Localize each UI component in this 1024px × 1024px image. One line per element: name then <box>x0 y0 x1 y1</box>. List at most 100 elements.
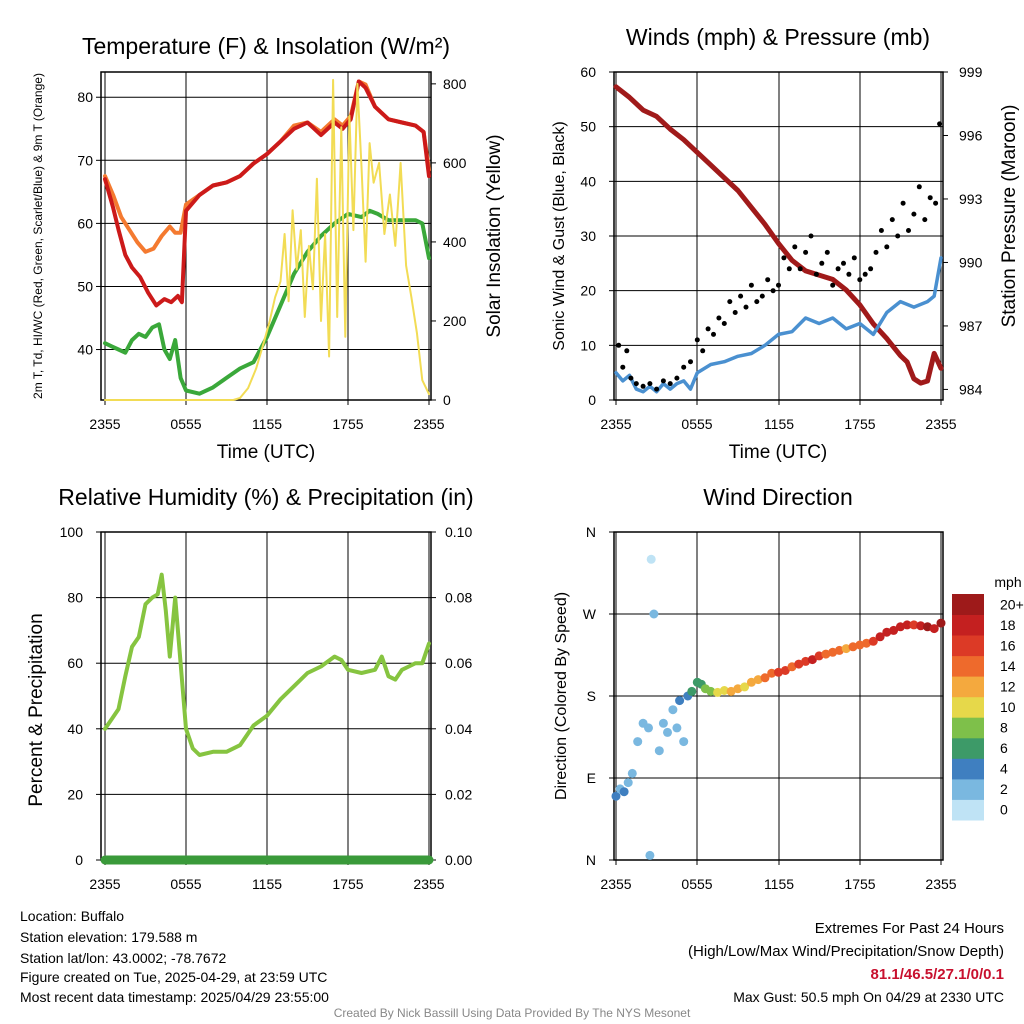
extremes-title: Extremes For Past 24 Hours <box>814 920 1004 937</box>
chart-title: Relative Humidity (%) & Precipitation (i… <box>58 484 473 510</box>
y-tick-label: N <box>586 524 596 540</box>
direction-point <box>623 778 633 788</box>
y2-tick-label: 0.00 <box>445 852 472 868</box>
colorbar-swatch <box>952 737 984 759</box>
y-tick-label: 100 <box>60 524 84 540</box>
y-tick-label: 30 <box>580 228 596 244</box>
direction-point <box>746 677 756 687</box>
gust-point <box>721 321 727 326</box>
gust-point <box>640 383 646 389</box>
y2-tick-label: 0 <box>443 392 451 408</box>
colorbar-label: 4 <box>1000 761 1008 777</box>
x-tick-label: 0555 <box>681 416 712 432</box>
elevation-text: Station elevation: 179.588 m <box>20 929 198 945</box>
gust-point <box>765 277 771 283</box>
series-line <box>103 208 431 396</box>
direction-point <box>801 656 811 666</box>
y2-tick-label: 0.02 <box>445 786 472 802</box>
gust-point <box>830 282 836 288</box>
y-axis-label: 2m T, Td, HI/WC (Red, Green, Scarlet/Blu… <box>31 73 45 399</box>
gust-point <box>694 337 700 343</box>
gust-point <box>754 299 760 305</box>
direction-point <box>807 655 817 665</box>
y-tick-label: 50 <box>580 119 596 135</box>
colorbar-label: 0 <box>1000 802 1008 818</box>
gust-point <box>700 348 706 354</box>
direction-point <box>679 737 689 747</box>
y-tick-label: 0 <box>588 392 596 408</box>
chart-title: Wind Direction <box>703 484 853 510</box>
gust-point <box>933 200 939 206</box>
gust-point <box>927 195 933 201</box>
series-line <box>614 256 943 394</box>
direction-point <box>875 632 885 642</box>
y2-tick-label: 200 <box>443 313 467 329</box>
y2-tick-label: 990 <box>959 254 983 270</box>
y-tick-label: 80 <box>77 89 93 105</box>
gust-point <box>681 364 687 370</box>
gust-point <box>654 386 660 392</box>
gust-point <box>835 266 841 272</box>
gust-point <box>711 331 716 337</box>
colorbar-label: 14 <box>1000 658 1016 674</box>
direction-point <box>668 705 678 715</box>
y2-axis-label: Solar Insolation (Yellow) <box>484 134 505 337</box>
gust-point <box>889 217 895 223</box>
x-tick-label: 2355 <box>600 416 631 432</box>
x-tick-label: 0555 <box>170 416 201 432</box>
y-tick-label: E <box>587 770 596 786</box>
direction-point <box>780 666 790 675</box>
gust-point <box>878 228 884 233</box>
y-tick-label: 60 <box>77 215 93 231</box>
direction-point <box>649 609 659 619</box>
direction-point <box>644 723 653 733</box>
x-axis-label: Time (UTC) <box>217 442 316 463</box>
y-tick-label: 0 <box>75 852 83 868</box>
gust-point <box>716 315 722 321</box>
gust-point <box>792 244 798 250</box>
gust-point <box>862 271 868 277</box>
y2-tick-label: 987 <box>959 318 983 334</box>
extremes-values: 81.1/46.5/27.1/0/0.1 <box>870 966 1004 983</box>
gust-point <box>937 121 943 127</box>
y-axis-label: Direction (Colored By Speed) <box>553 592 570 800</box>
y-tick-label: 40 <box>580 173 596 189</box>
direction-point <box>814 651 824 661</box>
gust-point <box>759 293 765 299</box>
y-tick-label: 40 <box>77 342 93 358</box>
y-tick-label: S <box>587 688 596 704</box>
colorbar-label: 8 <box>1000 720 1008 736</box>
x-tick-label: 0555 <box>170 876 201 892</box>
gust-point <box>738 293 744 299</box>
colorbar-swatch <box>952 778 984 800</box>
colorbar-label: 10 <box>1000 699 1016 715</box>
plot-frame <box>100 531 432 861</box>
gust-point <box>813 271 819 277</box>
gust-point <box>660 378 666 384</box>
gust-point <box>857 277 863 283</box>
y2-tick-label: 0.10 <box>445 524 472 540</box>
colorbar-swatch <box>952 635 984 657</box>
chart-title: Temperature (F) & Insolation (W/m²) <box>82 33 450 59</box>
direction-point <box>619 787 629 797</box>
gust-point <box>819 260 825 266</box>
series-line <box>103 79 431 308</box>
direction-point <box>787 662 797 672</box>
colorbar-label: 2 <box>1000 781 1008 797</box>
x-axis-label: Time (UTC) <box>729 442 828 463</box>
x-tick-label: 1155 <box>252 416 282 432</box>
direction-point <box>654 746 664 756</box>
x-tick-label: 2355 <box>89 876 120 892</box>
direction-point <box>706 686 716 696</box>
y2-tick-label: 984 <box>959 381 983 397</box>
credit-text: Created By Nick Bassill Using Data Provi… <box>333 1006 691 1020</box>
direction-point <box>675 696 685 706</box>
gust-point <box>868 266 874 272</box>
y2-tick-label: 993 <box>959 191 983 207</box>
x-tick-label: 2355 <box>89 416 120 432</box>
y-tick-label: W <box>583 606 597 622</box>
direction-point <box>902 620 912 630</box>
gust-point <box>922 217 928 223</box>
x-tick-label: 1755 <box>844 876 875 892</box>
gust-point <box>647 381 653 387</box>
